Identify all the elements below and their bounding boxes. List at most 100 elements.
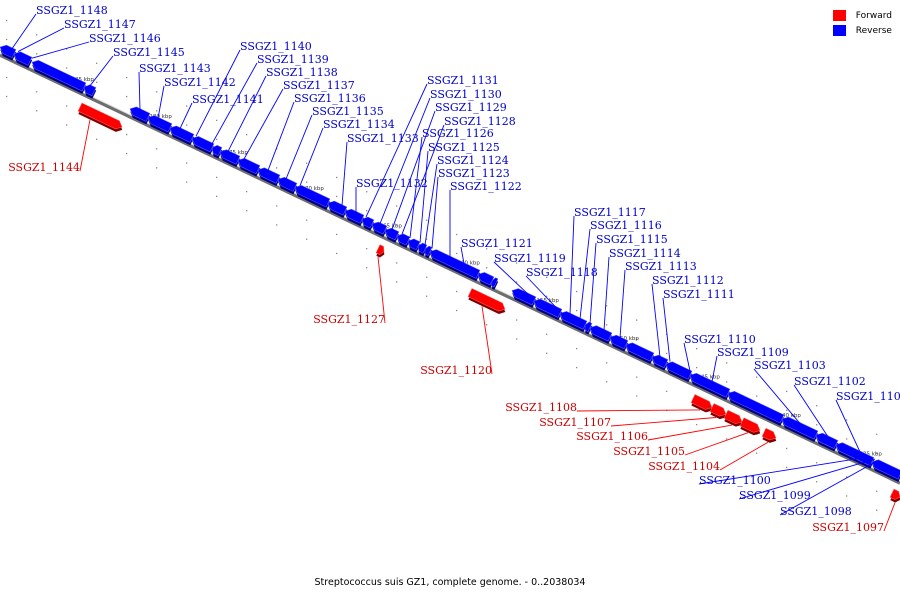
gene-SSGZ1_1102[interactable] bbox=[813, 431, 839, 452]
gene-label-SSGZ1_1122[interactable]: SSGZ1_1122 bbox=[450, 180, 522, 193]
gene-SSGZ1_1111[interactable] bbox=[663, 360, 693, 383]
gene-label-SSGZ1_1098[interactable]: SSGZ1_1098 bbox=[780, 505, 852, 518]
gene-label-SSGZ1_1105[interactable]: SSGZ1_1105 bbox=[613, 445, 685, 458]
gene-label-SSGZ1_1126[interactable]: SSGZ1_1126 bbox=[422, 127, 494, 140]
gene-label-SSGZ1_1134[interactable]: SSGZ1_1134 bbox=[323, 118, 395, 131]
gene-SSGZ1_1125[interactable] bbox=[415, 242, 428, 257]
gene-label-SSGZ1_1116[interactable]: SSGZ1_1116 bbox=[590, 219, 662, 232]
gene-SSGZ1_1115[interactable] bbox=[587, 324, 613, 345]
gene-label-SSGZ1_1108[interactable]: SSGZ1_1108 bbox=[505, 401, 577, 414]
gene-SSGZ1_1137[interactable] bbox=[235, 156, 261, 177]
gene-SSGZ1_1140[interactable] bbox=[189, 134, 215, 155]
gene-label-SSGZ1_1110[interactable]: SSGZ1_1110 bbox=[684, 333, 756, 346]
gene-SSGZ1_1131[interactable] bbox=[359, 215, 375, 231]
gene-label-SSGZ1_1115[interactable]: SSGZ1_1115 bbox=[596, 233, 668, 246]
gene-SSGZ1_1103[interactable] bbox=[779, 415, 819, 443]
gene-label-SSGZ1_1102[interactable]: SSGZ1_1102 bbox=[794, 375, 866, 388]
gene-SSGZ1_1133[interactable] bbox=[325, 199, 348, 219]
gene-SSGZ1_1144[interactable] bbox=[77, 102, 125, 134]
gene-label-SSGZ1_1127[interactable]: SSGZ1_1127 bbox=[313, 313, 385, 326]
gene-SSGZ1_1121[interactable] bbox=[489, 277, 499, 290]
gene-label-SSGZ1_1141[interactable]: SSGZ1_1141 bbox=[192, 93, 264, 106]
gene-SSGZ1_1122[interactable] bbox=[475, 270, 495, 288]
gene-SSGZ1_1100[interactable] bbox=[869, 458, 900, 482]
gene-label-SSGZ1_1123[interactable]: SSGZ1_1123 bbox=[438, 167, 510, 180]
gene-SSGZ1_1139[interactable] bbox=[209, 144, 223, 159]
gene-label-SSGZ1_1104[interactable]: SSGZ1_1104 bbox=[648, 460, 720, 473]
gene-label-SSGZ1_1144[interactable]: SSGZ1_1144 bbox=[8, 161, 80, 174]
gene-SSGZ1_1114[interactable] bbox=[607, 333, 629, 352]
gene-label-SSGZ1_1148[interactable]: SSGZ1_1148 bbox=[36, 4, 108, 17]
gene-label-SSGZ1_1125[interactable]: SSGZ1_1125 bbox=[428, 141, 500, 154]
gene-label-SSGZ1_1131[interactable]: SSGZ1_1131 bbox=[427, 74, 499, 87]
gene-SSGZ1_1104[interactable] bbox=[761, 427, 779, 445]
gene-label-SSGZ1_1140[interactable]: SSGZ1_1140 bbox=[240, 40, 312, 53]
gene-label-SSGZ1_1112[interactable]: SSGZ1_1112 bbox=[652, 274, 724, 287]
gene-label-SSGZ1_1107[interactable]: SSGZ1_1107 bbox=[539, 416, 611, 429]
gene-SSGZ1_1119[interactable] bbox=[509, 286, 537, 308]
gene-label-SSGZ1_1129[interactable]: SSGZ1_1129 bbox=[435, 101, 507, 114]
gene-SSGZ1_1142[interactable] bbox=[145, 113, 173, 135]
gene-SSGZ1_1138[interactable] bbox=[217, 148, 241, 168]
gene-label-SSGZ1_1113[interactable]: SSGZ1_1113 bbox=[625, 260, 697, 273]
gene-label-SSGZ1_1130[interactable]: SSGZ1_1130 bbox=[430, 88, 502, 101]
gene-label-SSGZ1_1106[interactable]: SSGZ1_1106 bbox=[576, 430, 648, 443]
gene-label-SSGZ1_1137[interactable]: SSGZ1_1137 bbox=[283, 79, 355, 92]
gene-label-SSGZ1_1142[interactable]: SSGZ1_1142 bbox=[164, 76, 236, 89]
gene-label-SSGZ1_1128[interactable]: SSGZ1_1128 bbox=[444, 115, 516, 128]
gene-SSGZ1_1132[interactable] bbox=[342, 207, 365, 227]
gene-label-SSGZ1_1120[interactable]: SSGZ1_1120 bbox=[420, 364, 492, 377]
gene-label-SSGZ1_1132[interactable]: SSGZ1_1132 bbox=[356, 177, 428, 190]
gene-SSGZ1_1128[interactable] bbox=[394, 232, 411, 248]
gene-label-SSGZ1_1143[interactable]: SSGZ1_1143 bbox=[139, 62, 211, 75]
gene-SSGZ1_1130[interactable] bbox=[369, 220, 388, 238]
gene-label-SSGZ1_1114[interactable]: SSGZ1_1114 bbox=[609, 247, 681, 260]
gene-SSGZ1_1113[interactable] bbox=[623, 341, 655, 365]
gene-SSGZ1_1118[interactable] bbox=[531, 297, 563, 321]
gene-label-SSGZ1_1100[interactable]: SSGZ1_1100 bbox=[699, 474, 771, 487]
gene-SSGZ1_1109[interactable] bbox=[725, 389, 785, 426]
gene-SSGZ1_1097[interactable] bbox=[889, 488, 900, 504]
gene-SSGZ1_1129[interactable] bbox=[382, 226, 400, 243]
gene-label-SSGZ1_1139[interactable]: SSGZ1_1139 bbox=[257, 53, 329, 66]
gene-SSGZ1_1146[interactable] bbox=[29, 58, 87, 94]
gene-SSGZ1_1123[interactable] bbox=[427, 247, 481, 282]
gene-SSGZ1_1120[interactable] bbox=[467, 288, 508, 316]
gene-label-SSGZ1_1146[interactable]: SSGZ1_1146 bbox=[89, 32, 161, 45]
gene-label-SSGZ1_1136[interactable]: SSGZ1_1136 bbox=[294, 92, 366, 105]
gene-label-SSGZ1_1135[interactable]: SSGZ1_1135 bbox=[312, 105, 384, 118]
gene-SSGZ1_1110[interactable] bbox=[687, 371, 731, 401]
gene-label-SSGZ1_1147[interactable]: SSGZ1_1147 bbox=[64, 18, 136, 31]
gene-label-SSGZ1_1103[interactable]: SSGZ1_1103 bbox=[754, 359, 826, 372]
gene-SSGZ1_1134[interactable] bbox=[292, 183, 331, 210]
gene-SSGZ1_1145[interactable] bbox=[81, 83, 97, 99]
gene-SSGZ1_1107[interactable] bbox=[709, 403, 729, 422]
gene-label-SSGZ1_1145[interactable]: SSGZ1_1145 bbox=[113, 46, 185, 59]
gene-SSGZ1_1117[interactable] bbox=[557, 309, 588, 333]
gene-SSGZ1_1136[interactable] bbox=[255, 166, 281, 187]
gene-SSGZ1_1106[interactable] bbox=[723, 409, 745, 429]
gene-label-SSGZ1_1117[interactable]: SSGZ1_1117 bbox=[574, 206, 646, 219]
gene-label-SSGZ1_1121[interactable]: SSGZ1_1121 bbox=[461, 237, 533, 250]
gene-label-SSGZ1_1099[interactable]: SSGZ1_1099 bbox=[739, 489, 811, 502]
gene-label-SSGZ1_1109[interactable]: SSGZ1_1109 bbox=[717, 346, 789, 359]
gene-label-SSGZ1_1097[interactable]: SSGZ1_1097 bbox=[812, 521, 884, 534]
gene-SSGZ1_1126[interactable] bbox=[405, 237, 421, 253]
gene-SSGZ1_1135[interactable] bbox=[275, 175, 298, 195]
gene-label-SSGZ1_1119[interactable]: SSGZ1_1119 bbox=[494, 252, 566, 265]
gene-SSGZ1_1108[interactable] bbox=[690, 394, 715, 414]
gene-SSGZ1_1143[interactable] bbox=[127, 105, 151, 125]
gene-label-SSGZ1_1118[interactable]: SSGZ1_1118 bbox=[526, 266, 598, 279]
gene-SSGZ1_1105[interactable] bbox=[739, 417, 763, 438]
gene-label-SSGZ1_1101[interactable]: SSGZ1_1101 bbox=[836, 390, 900, 403]
gene-label-SSGZ1_1138[interactable]: SSGZ1_1138 bbox=[266, 66, 338, 79]
gene-label-SSGZ1_1133[interactable]: SSGZ1_1133 bbox=[347, 132, 419, 145]
gene-SSGZ1_1112[interactable] bbox=[649, 353, 669, 371]
gene-label-SSGZ1_1111[interactable]: SSGZ1_1111 bbox=[663, 288, 735, 301]
gene-label-SSGZ1_1124[interactable]: SSGZ1_1124 bbox=[437, 154, 509, 167]
gene-SSGZ1_1101[interactable] bbox=[833, 441, 875, 469]
gene-SSGZ1_1141[interactable] bbox=[167, 124, 195, 146]
gene-SSGZ1_1147[interactable] bbox=[11, 50, 33, 69]
gene-SSGZ1_1127[interactable] bbox=[375, 244, 387, 259]
